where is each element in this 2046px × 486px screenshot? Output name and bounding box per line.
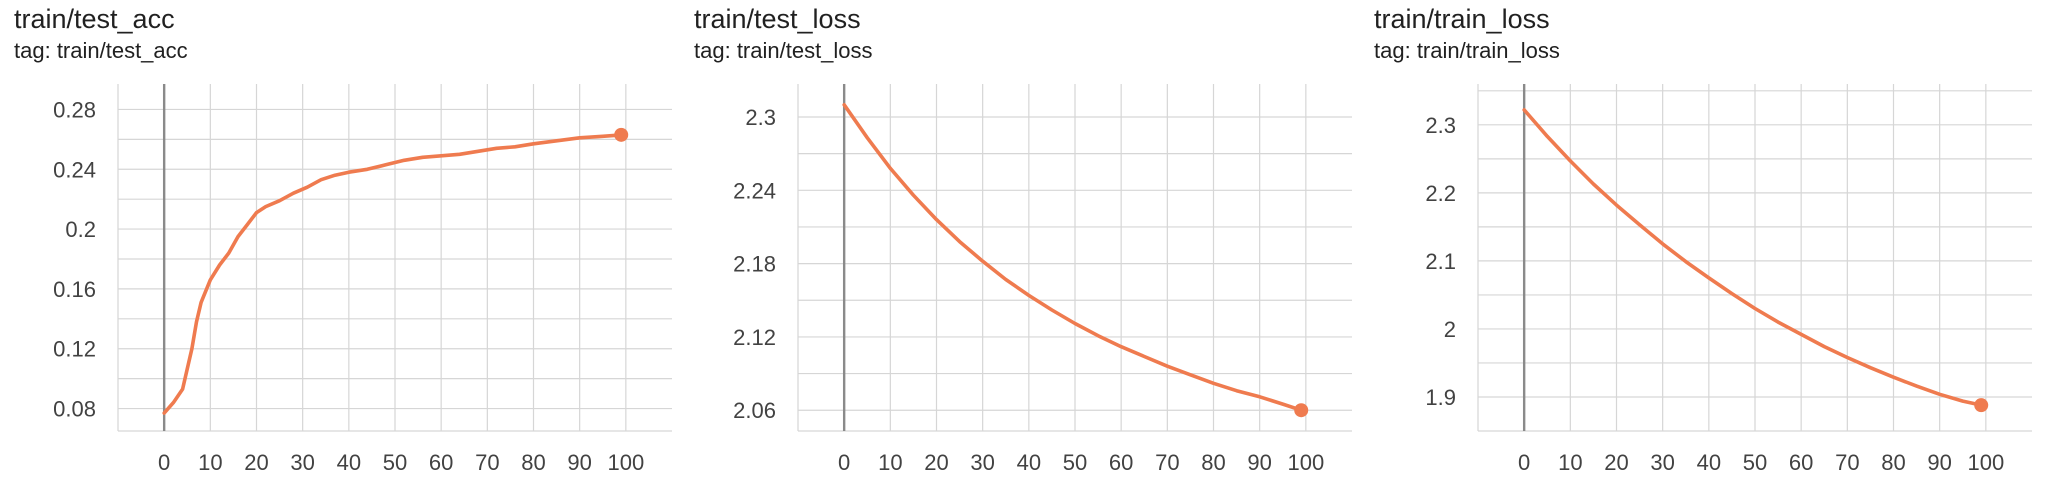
chart-tag: tag: train/train_loss — [1374, 38, 1560, 64]
last-point-marker — [1974, 398, 1989, 413]
x-tick-label: 30 — [1650, 450, 1674, 475]
tag-prefix: tag: — [694, 38, 737, 63]
chart-panel-test-loss: train/test_loss tag: train/test_loss 0 10… — [680, 0, 1360, 486]
x-tick-label: 40 — [1017, 450, 1041, 475]
x-tick-label: 20 — [924, 450, 948, 475]
series-line — [842, 103, 1304, 413]
y-tick-label: 0.24 — [53, 157, 96, 182]
x-tick-label: 100 — [1287, 450, 1324, 475]
y-tick-label: 1.9 — [1425, 385, 1456, 410]
x-tick-label: 20 — [244, 450, 268, 475]
tag-prefix: tag: — [1374, 38, 1417, 63]
x-tick-label: 80 — [1201, 450, 1225, 475]
y-tick-label: 2.2 — [1425, 181, 1456, 206]
x-tick-label: 60 — [429, 450, 453, 475]
x-tick-label: 10 — [198, 450, 222, 475]
y-tick-label: 0.08 — [53, 397, 96, 422]
x-tick-label: 90 — [567, 450, 591, 475]
y-tick-label: 2 — [1444, 317, 1456, 342]
y-tick-label: 2.3 — [745, 105, 776, 130]
x-tick-label: 0 — [838, 450, 850, 475]
x-tick-label: 0 — [1518, 450, 1530, 475]
x-tick-label: 50 — [383, 450, 407, 475]
tag-prefix: tag: — [14, 38, 57, 63]
chart-title: train/test_acc — [14, 4, 175, 34]
x-tick-label: 50 — [1743, 450, 1767, 475]
x-tick-label: 100 — [607, 450, 644, 475]
line-chart[interactable]: 0 10 20 30 40 50 60 70 80 90 100 0.08 0.12 0.16 0.2 0.2… — [0, 0, 680, 486]
x-tick-label: 30 — [290, 450, 314, 475]
x-tick-label: 30 — [970, 450, 994, 475]
y-tick-label: 2.24 — [733, 178, 776, 203]
x-tick-label: 40 — [1697, 450, 1721, 475]
x-tick-label: 10 — [878, 450, 902, 475]
chart-panel-test-acc: train/test_acc tag: train/test_acc 0 10 20… — [0, 0, 680, 486]
x-tick-label: 10 — [1558, 450, 1582, 475]
x-tick-label: 100 — [1967, 450, 2004, 475]
x-tick-label: 90 — [1927, 450, 1951, 475]
tag-value: train/train_loss — [1416, 38, 1560, 63]
x-tick-label: 70 — [475, 450, 499, 475]
series-line — [162, 133, 624, 415]
x-tick-label: 50 — [1063, 450, 1087, 475]
line-chart[interactable]: 0 10 20 30 40 50 60 70 80 90 100 1.9 2 2.1 2.2 2.3 — [1360, 0, 2040, 486]
y-tick-label: 2.06 — [733, 398, 776, 423]
tag-value: train/test_loss — [736, 38, 873, 63]
x-tick-label: 80 — [521, 450, 545, 475]
tag-value: train/test_acc — [56, 38, 188, 63]
last-point-marker — [614, 127, 629, 142]
x-tick-label: 80 — [1881, 450, 1905, 475]
y-tick-label: 2.3 — [1425, 113, 1456, 138]
series-line — [1522, 108, 1984, 407]
y-tick-label: 0.16 — [53, 277, 96, 302]
x-tick-label: 90 — [1247, 450, 1271, 475]
y-tick-label: 2.12 — [733, 325, 776, 350]
y-tick-label: 0.2 — [65, 217, 96, 242]
chart-tag: tag: train/test_acc — [14, 38, 188, 64]
y-tick-label: 2.1 — [1425, 249, 1456, 274]
last-point-marker — [1294, 403, 1309, 418]
chart-title: train/test_loss — [694, 4, 861, 34]
y-tick-label: 0.12 — [53, 337, 96, 362]
x-tick-label: 60 — [1109, 450, 1133, 475]
y-tick-label: 0.28 — [53, 97, 96, 122]
x-tick-label: 70 — [1155, 450, 1179, 475]
x-tick-label: 40 — [337, 450, 361, 475]
line-chart[interactable]: 0 10 20 30 40 50 60 70 80 90 100 2.06 2.12 2.18 2.24 2.… — [680, 0, 1360, 486]
chart-panel-train-loss: train/train_loss tag: train/train_loss 0… — [1360, 0, 2040, 486]
x-tick-label: 20 — [1604, 450, 1628, 475]
chart-tag: tag: train/test_loss — [694, 38, 873, 64]
x-tick-label: 0 — [158, 450, 170, 475]
x-tick-label: 70 — [1835, 450, 1859, 475]
chart-title: train/train_loss — [1374, 4, 1550, 34]
y-tick-label: 2.18 — [733, 252, 776, 277]
x-tick-label: 60 — [1789, 450, 1813, 475]
